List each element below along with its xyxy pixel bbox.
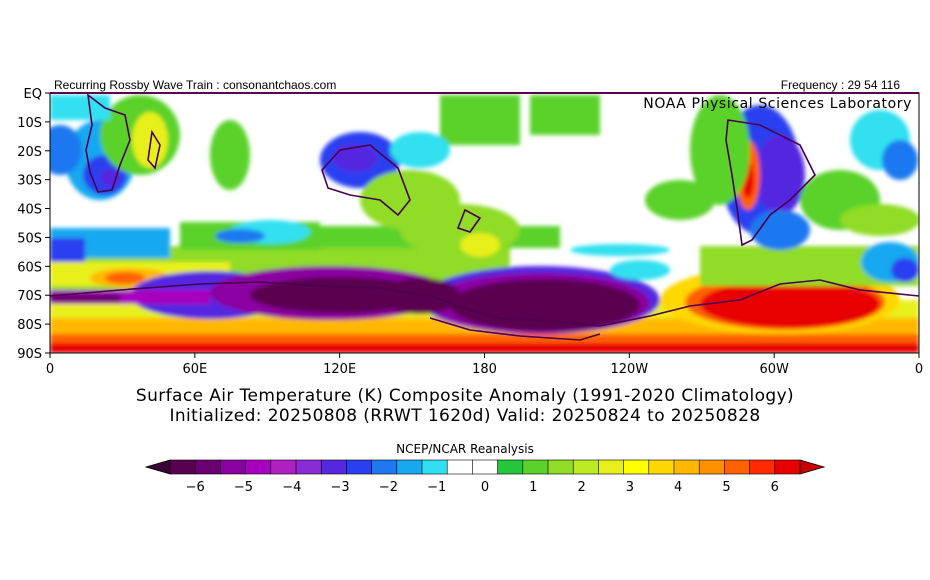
lat-tick-label: 90S <box>17 347 42 362</box>
colorbar-label: 3 <box>626 480 634 495</box>
lon-tick-label: 60E <box>182 362 207 377</box>
source-label: NCEP/NCAR Reanalysis <box>396 442 534 456</box>
colorbar-swatch <box>598 459 625 475</box>
colorbar-swatch <box>673 459 700 475</box>
longitude-axis: 0 60E 120E 180 120W 60W 0 <box>46 353 923 377</box>
colorbar-swatch <box>446 459 474 475</box>
colorbar-swatch <box>623 459 650 475</box>
colorbar-swatch <box>547 459 574 475</box>
colorbar-label: 4 <box>674 480 682 495</box>
colorbar-label: −5 <box>234 480 253 495</box>
colorbar: −6 −5 −4 −3 −2 −1 0 1 2 3 4 5 6 <box>144 459 826 495</box>
colorbar-swatch <box>295 459 322 475</box>
colorbar-label: −4 <box>282 480 301 495</box>
lat-tick-label: 30S <box>17 174 42 189</box>
colorbar-swatch <box>371 459 398 475</box>
lat-tick-label: 40S <box>17 203 42 218</box>
colorbar-swatch <box>724 459 751 475</box>
colorbar-swatch <box>497 459 524 475</box>
colorbar-label: −2 <box>379 480 398 495</box>
colorbar-swatch <box>169 459 196 475</box>
lab-label: NOAA Physical Sciences Laboratory <box>643 96 912 112</box>
colorbar-swatch <box>270 459 297 475</box>
frequency-text: Frequency : 29 54 116 <box>780 78 900 92</box>
colorbar-swatch <box>421 459 448 475</box>
colorbar-swatch <box>346 459 373 475</box>
colorbar-overflow-arrow <box>799 459 826 475</box>
lon-tick-label: 60W <box>759 362 789 377</box>
colorbar-underflow-arrow <box>144 459 171 475</box>
anomaly-field <box>50 93 919 353</box>
colorbar-swatch <box>396 459 423 475</box>
colorbar-label: −6 <box>186 480 205 495</box>
colorbar-label: 6 <box>771 480 779 495</box>
lon-tick-label: 180 <box>472 362 497 377</box>
credit-text: Recurring Rossby Wave Train : consonantc… <box>54 78 337 92</box>
colorbar-swatch <box>749 459 776 475</box>
lon-tick-label: 120E <box>323 362 356 377</box>
colorbar-label: −1 <box>427 480 446 495</box>
colorbar-swatch <box>774 459 801 475</box>
lat-tick-label: 80S <box>17 318 42 333</box>
lat-tick-label: 60S <box>17 260 42 275</box>
lon-tick-label: 120W <box>610 362 648 377</box>
colorbar-swatch <box>648 459 675 475</box>
title-line-2: Initialized: 20250808 (RRWT 1620d) Valid… <box>169 406 761 426</box>
latitude-axis: EQ 10S 20S 30S 40S 50S 60S 70S 80S 90S <box>17 87 50 362</box>
colorbar-swatch <box>245 459 272 475</box>
colorbar-swatch <box>698 459 726 475</box>
colorbar-swatch <box>572 459 600 475</box>
colorbar-label: 2 <box>577 480 585 495</box>
colorbar-swatch <box>320 459 348 475</box>
lat-tick-label: 20S <box>17 145 42 160</box>
lat-tick-label: 50S <box>17 231 42 246</box>
lon-tick-label: 0 <box>915 362 923 377</box>
colorbar-label: 1 <box>529 480 537 495</box>
coastlines <box>50 93 919 341</box>
lat-tick-label: 70S <box>17 289 42 304</box>
lat-tick-label: 10S <box>17 116 42 131</box>
lat-tick-label: EQ <box>24 87 42 102</box>
colorbar-swatch <box>220 459 247 475</box>
colorbar-label: −3 <box>331 480 350 495</box>
colorbar-swatch <box>194 459 221 475</box>
colorbar-swatch <box>472 459 499 475</box>
colorbar-label: 0 <box>481 480 489 495</box>
colorbar-label: 5 <box>722 480 730 495</box>
colorbar-swatch <box>522 459 549 475</box>
lon-tick-label: 0 <box>46 362 54 377</box>
title-line-1: Surface Air Temperature (K) Composite An… <box>135 386 795 406</box>
